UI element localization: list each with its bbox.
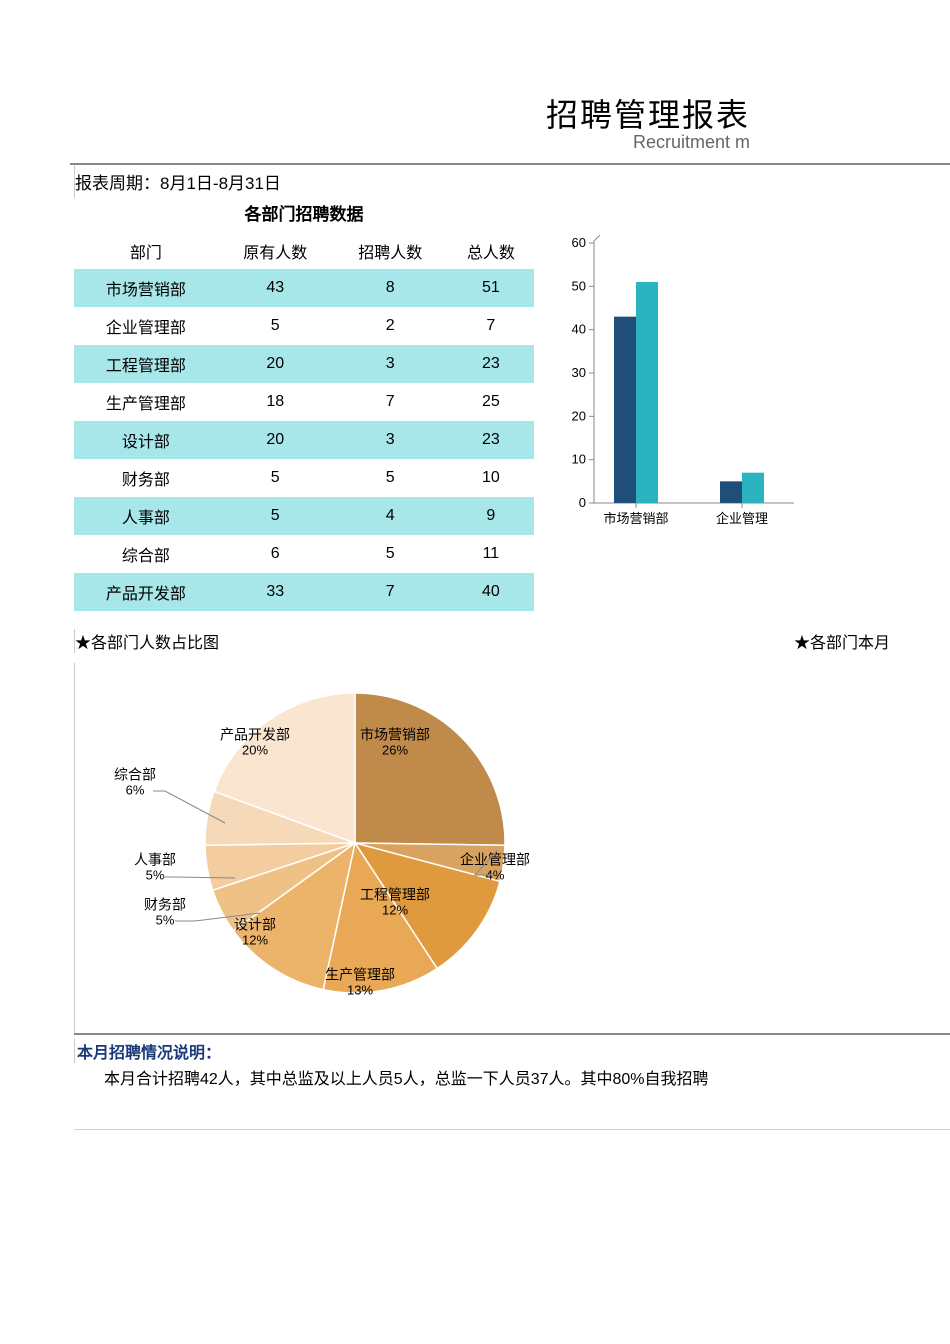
svg-text:50: 50 <box>572 278 586 293</box>
table-cell: 20 <box>218 421 333 459</box>
table-cell: 市场营销部 <box>74 269 218 307</box>
table-cell: 10 <box>448 459 534 497</box>
table-cell: 40 <box>448 573 534 611</box>
svg-text:市场营销部: 市场营销部 <box>603 511 668 526</box>
table-row: 工程管理部20323 <box>74 345 534 383</box>
table-cell: 18 <box>218 383 333 421</box>
table-cell: 5 <box>333 535 448 573</box>
divider-bottom <box>74 1129 950 1130</box>
table-cell: 43 <box>218 269 333 307</box>
table-cell: 6 <box>218 535 333 573</box>
pie-slice-label: 综合部6% <box>114 768 156 799</box>
table-cell: 7 <box>333 383 448 421</box>
pie-chart: 市场营销部26% 企业管理部4% 工程管理部12% 生产管理部13% 设计部12% 财务部… <box>74 663 634 1033</box>
table-header: 原有人数 <box>218 233 333 269</box>
table-row: 生产管理部18725 <box>74 383 534 421</box>
table-cell: 3 <box>333 345 448 383</box>
table-cell: 企业管理部 <box>74 307 218 345</box>
pie-slice-label: 市场营销部26% <box>360 728 430 759</box>
table-cell: 工程管理部 <box>74 345 218 383</box>
report-period: 报表周期：8月1日-8月31日 <box>74 165 950 198</box>
pie-slice-label: 企业管理部4% <box>460 853 530 884</box>
table-cell: 设计部 <box>74 421 218 459</box>
pie-slice-label: 工程管理部12% <box>360 888 430 919</box>
table-header: 招聘人数 <box>333 233 448 269</box>
table-cell: 5 <box>218 497 333 535</box>
table-header: 总人数 <box>448 233 534 269</box>
svg-text:30: 30 <box>572 365 586 380</box>
page-title-cn: 招聘管理报表 <box>0 90 750 136</box>
table-row: 企业管理部527 <box>74 307 534 345</box>
table-cell: 23 <box>448 421 534 459</box>
pie-slice-label: 人事部5% <box>134 853 176 884</box>
table-cell: 3 <box>333 421 448 459</box>
svg-text:20: 20 <box>572 408 586 423</box>
table-cell: 25 <box>448 383 534 421</box>
table-cell: 5 <box>333 459 448 497</box>
table-cell: 9 <box>448 497 534 535</box>
svg-text:40: 40 <box>572 322 586 337</box>
star-label-right: ★各部门本月 <box>794 629 890 653</box>
table-cell: 2 <box>333 307 448 345</box>
table-cell: 7 <box>333 573 448 611</box>
pie-slice-label: 产品开发部20% <box>220 728 290 759</box>
table-cell: 11 <box>448 535 534 573</box>
table-cell: 23 <box>448 345 534 383</box>
table-cell: 产品开发部 <box>74 573 218 611</box>
table-row: 产品开发部33740 <box>74 573 534 611</box>
svg-text:0: 0 <box>579 495 586 510</box>
notes-title: 本月招聘情况说明： <box>74 1039 950 1063</box>
svg-text:企业管理: 企业管理 <box>716 511 768 526</box>
notes-body: 本月合计招聘42人，其中总监及以上人员5人，总监一下人员37人。其中80%自我招… <box>74 1063 950 1089</box>
table-cell: 生产管理部 <box>74 383 218 421</box>
table-row: 综合部6511 <box>74 535 534 573</box>
svg-text:10: 10 <box>572 452 586 467</box>
bar-chart: 0 10 20 30 40 50 60 市场营销部 企业管理 <box>554 233 794 543</box>
table-cell: 人事部 <box>74 497 218 535</box>
table-cell: 8 <box>333 269 448 307</box>
table-cell: 4 <box>333 497 448 535</box>
table-row: 财务部5510 <box>74 459 534 497</box>
table-cell: 财务部 <box>74 459 218 497</box>
table-row: 市场营销部43851 <box>74 269 534 307</box>
pie-slice-label: 财务部5% <box>144 898 186 929</box>
table-cell: 7 <box>448 307 534 345</box>
table-title: 各部门招聘数据 <box>74 200 534 225</box>
table-row: 设计部20323 <box>74 421 534 459</box>
page-title-en: Recruitment m <box>0 132 750 153</box>
pie-slice-label: 设计部12% <box>234 918 276 949</box>
table-cell: 5 <box>218 459 333 497</box>
table-cell: 20 <box>218 345 333 383</box>
pie-slice-label: 生产管理部13% <box>325 968 395 999</box>
dept-table: 部门原有人数招聘人数总人数 市场营销部43851企业管理部527工程管理部203… <box>74 233 534 611</box>
table-cell: 51 <box>448 269 534 307</box>
svg-text:60: 60 <box>572 235 586 250</box>
divider-notes <box>74 1033 950 1035</box>
table-cell: 综合部 <box>74 535 218 573</box>
table-header: 部门 <box>74 233 218 269</box>
star-label-left: ★各部门人数占比图 <box>75 629 219 653</box>
table-row: 人事部549 <box>74 497 534 535</box>
table-cell: 33 <box>218 573 333 611</box>
table-cell: 5 <box>218 307 333 345</box>
